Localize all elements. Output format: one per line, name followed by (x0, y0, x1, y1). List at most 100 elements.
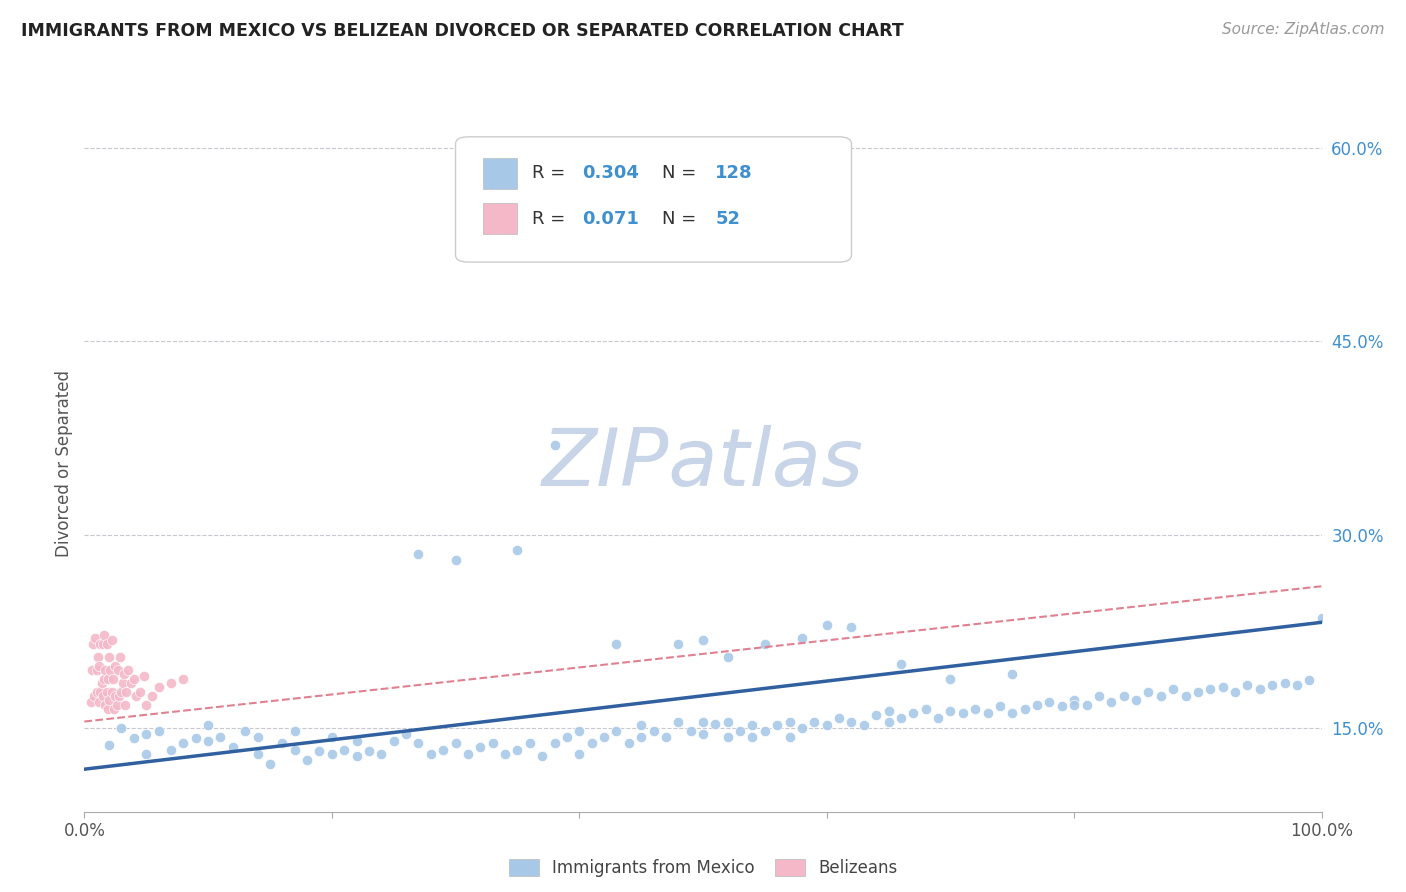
Point (717, 730, 740, 744)
Point (841, 620, 863, 634)
Point (100, 685, 122, 699)
Point (1001, 666, 1024, 681)
Point (494, 747, 516, 761)
Point (444, 553, 467, 567)
Point (115, 685, 138, 699)
Point (1001, 706, 1024, 720)
Point (114, 698, 136, 712)
Point (96, 685, 118, 699)
Point (135, 727, 157, 741)
Legend: Immigrants from Mexico, Belizeans: Immigrants from Mexico, Belizeans (502, 852, 904, 883)
Point (91, 637, 114, 651)
Point (89, 695, 111, 709)
Point (717, 650, 740, 665)
Point (581, 736, 603, 750)
Point (93, 672, 115, 686)
Point (1236, 678, 1258, 692)
Point (655, 730, 678, 744)
Point (172, 736, 194, 750)
Point (1261, 678, 1284, 692)
Point (1199, 682, 1222, 697)
Point (284, 743, 307, 757)
Point (419, 747, 441, 761)
Point (865, 708, 887, 723)
Point (605, 723, 627, 738)
Point (86, 663, 108, 677)
Text: 0.304: 0.304 (582, 164, 638, 182)
Point (184, 731, 207, 746)
Point (841, 714, 863, 729)
Point (939, 704, 962, 718)
Point (754, 637, 776, 651)
Point (117, 663, 139, 677)
Point (815, 618, 838, 632)
Point (1249, 682, 1271, 697)
Point (246, 730, 269, 744)
Point (1161, 682, 1184, 697)
Point (87, 650, 110, 665)
Point (432, 743, 454, 757)
Text: ZIPatlas: ZIPatlas (541, 425, 865, 503)
Point (593, 730, 616, 744)
Point (122, 672, 145, 686)
Point (98, 692, 121, 706)
Point (382, 734, 405, 748)
Point (97, 701, 120, 715)
Point (630, 730, 652, 744)
Point (120, 676, 142, 690)
Point (346, 749, 368, 764)
Text: IMMIGRANTS FROM MEXICO VS BELIZEAN DIVORCED OR SEPARATED CORRELATION CHART: IMMIGRANTS FROM MEXICO VS BELIZEAN DIVOR… (21, 22, 904, 40)
Point (457, 747, 479, 761)
Text: N =: N = (662, 164, 702, 182)
Point (107, 663, 129, 677)
Point (815, 718, 838, 732)
Text: R =: R = (533, 164, 571, 182)
Point (531, 749, 554, 764)
Point (779, 714, 801, 729)
Point (395, 727, 418, 741)
Point (543, 736, 565, 750)
Point (111, 676, 134, 690)
Point (101, 672, 124, 686)
Point (233, 723, 256, 738)
Point (766, 718, 789, 732)
Point (704, 717, 727, 731)
Point (408, 736, 430, 750)
Y-axis label: Divorced or Separated: Divorced or Separated (55, 370, 73, 558)
Point (112, 666, 135, 681)
Point (122, 731, 145, 746)
Point (965, 701, 987, 715)
Point (148, 723, 170, 738)
Point (617, 736, 640, 750)
Point (506, 543, 529, 558)
Text: 52: 52 (716, 210, 741, 227)
Point (666, 637, 689, 651)
Point (1125, 692, 1147, 706)
Point (666, 714, 689, 729)
Point (877, 704, 900, 718)
Text: N =: N = (662, 210, 702, 227)
Point (1274, 676, 1296, 690)
Point (209, 730, 232, 744)
Point (132, 669, 155, 683)
Bar (482, 158, 517, 189)
Point (1099, 695, 1122, 709)
Point (519, 736, 541, 750)
Point (555, 730, 578, 744)
Point (630, 718, 652, 732)
Point (259, 757, 281, 772)
Point (1174, 689, 1197, 703)
Point (346, 734, 368, 748)
Point (93, 628, 115, 642)
Point (110, 721, 132, 735)
Point (952, 706, 974, 720)
Point (914, 701, 936, 715)
Point (96, 637, 118, 651)
Point (1076, 698, 1098, 712)
Point (89, 685, 111, 699)
Text: Source: ZipAtlas.com: Source: ZipAtlas.com (1222, 22, 1385, 37)
Point (357, 744, 380, 758)
Point (98, 650, 121, 665)
Point (1150, 689, 1173, 703)
Point (408, 547, 430, 561)
